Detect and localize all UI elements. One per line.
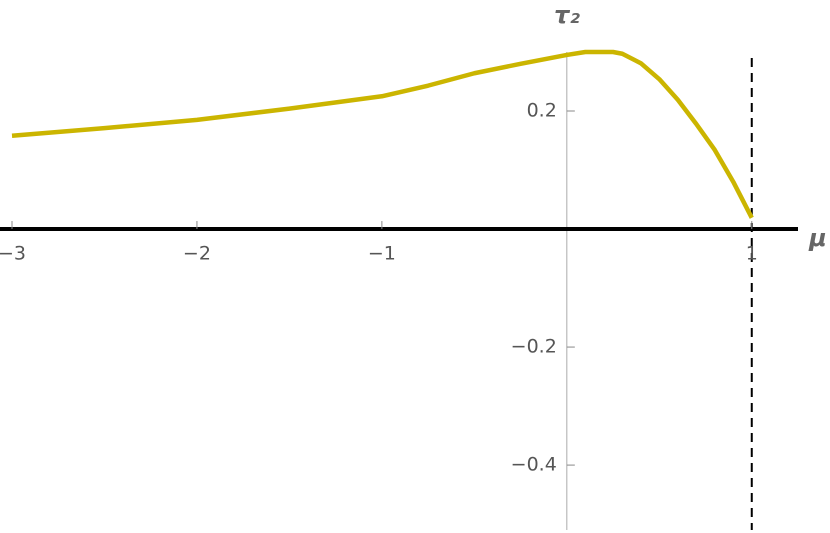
x-axis-label: μ — [808, 224, 827, 252]
data-line — [11, 49, 754, 219]
x-tick-label: −3 — [0, 243, 26, 265]
y-tick-label: −0.2 — [511, 336, 557, 358]
y-tick-label: 0.2 — [527, 100, 557, 122]
y-tick-label: −0.4 — [511, 454, 557, 476]
x-tick-label: −1 — [368, 243, 396, 265]
x-tick-label: 1 — [746, 243, 758, 265]
y-axis-label: τ₂ — [554, 1, 580, 29]
x-tick-label: −2 — [183, 243, 211, 265]
